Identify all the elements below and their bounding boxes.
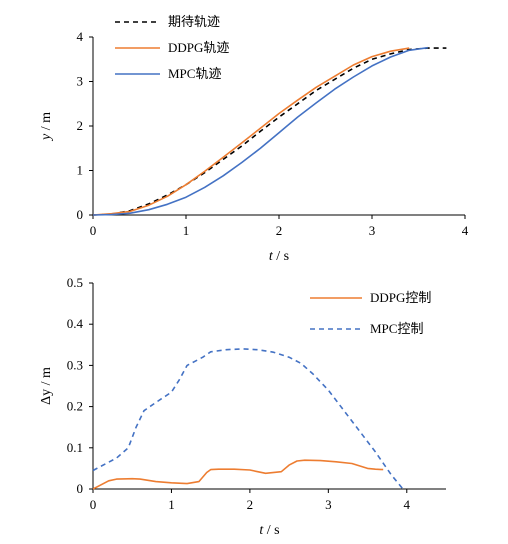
y-tick-label: 0 [77,207,84,222]
x-tick-label: 4 [462,223,469,238]
y-tick-label: 0.1 [67,440,83,455]
series-line [92,459,384,490]
x-tick-label: 1 [168,497,175,512]
x-tick-label: 3 [325,497,332,512]
x-tick-label: 3 [369,223,376,238]
series-line [92,47,410,216]
series-line [92,47,447,216]
y-tick-label: 0.3 [67,357,83,372]
x-axis-label: t / s [259,523,279,538]
y-tick-label: 0.2 [67,399,83,414]
y-tick-label: 0.4 [67,316,84,331]
y-axis-label: y / m [39,112,54,142]
y-tick-label: 1 [77,163,84,178]
y-tick-label: 0 [77,481,84,496]
x-tick-label: 4 [404,497,411,512]
y-tick-label: 0.5 [67,275,83,290]
legend-label: DDPG控制 [370,290,431,305]
legend-label: MPC轨迹 [168,66,221,81]
series-line [92,46,428,216]
y-tick-label: 3 [77,74,84,89]
legend-label: 期待轨迹 [168,14,220,29]
x-tick-label: 0 [90,223,97,238]
trajectory-chart: 0 1 2 3 4 0 1 2 3 4 t / s y / m 期待轨迹 DDPG轨迹 MPC轨迹 [39,14,469,264]
y-axis-label: Δy / m [39,367,54,405]
x-tick-label: 2 [247,497,254,512]
series-line [92,348,404,490]
x-axis-label: t / s [269,249,289,264]
x-tick-label: 0 [90,497,97,512]
legend-label: MPC控制 [370,321,423,336]
legend-label: DDPG轨迹 [168,40,229,55]
y-tick-label: 2 [77,118,84,133]
y-tick-label: 4 [77,29,84,44]
x-tick-label: 2 [276,223,283,238]
x-tick-label: 1 [183,223,190,238]
control-chart: 0 1 2 3 4 0 0.1 0.2 0.3 0.4 0.5 t / s Δy / m DDPG控制 MP… [39,275,446,538]
